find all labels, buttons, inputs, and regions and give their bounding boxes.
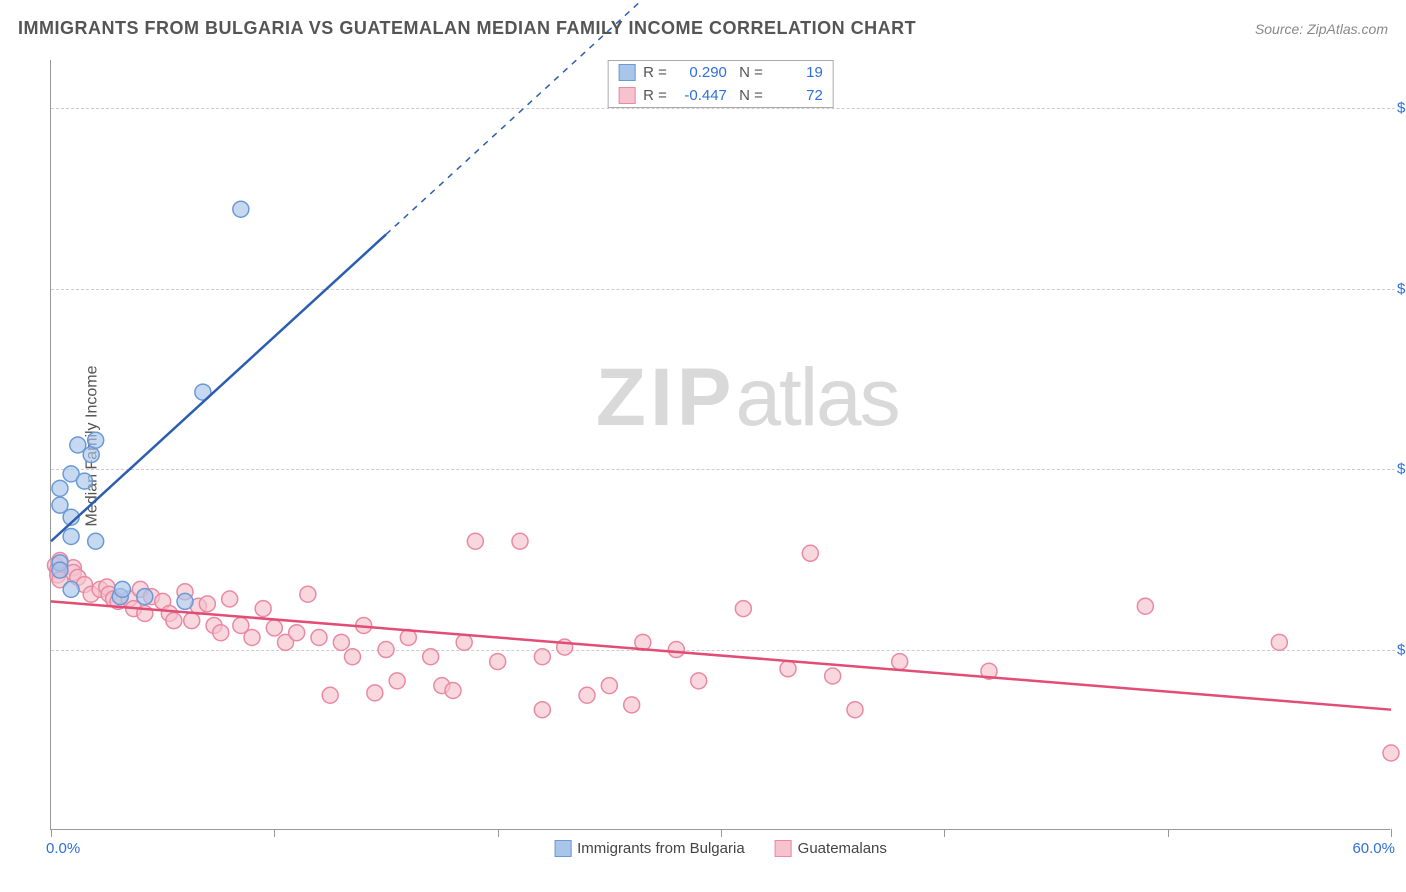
- data-point-guatemalans: [333, 634, 349, 650]
- data-point-guatemalans: [378, 642, 394, 658]
- y-tick-label: $150,000: [1395, 461, 1406, 478]
- legend-item-bulgaria: Immigrants from Bulgaria: [554, 840, 745, 857]
- data-point-guatemalans: [1137, 598, 1153, 614]
- data-point-bulgaria: [233, 201, 249, 217]
- y-tick-label: $225,000: [1395, 280, 1406, 297]
- data-point-guatemalans: [847, 702, 863, 718]
- data-point-bulgaria: [70, 437, 86, 453]
- data-point-guatemalans: [490, 654, 506, 670]
- data-point-guatemalans: [266, 620, 282, 636]
- data-point-guatemalans: [311, 630, 327, 646]
- swatch-guatemalans: [618, 87, 635, 104]
- data-point-guatemalans: [780, 661, 796, 677]
- y-tick-label: $75,000: [1395, 641, 1406, 658]
- plot-area: ZIPatlas R = 0.290 N = 19 R = -0.447 N =…: [50, 60, 1390, 830]
- data-point-bulgaria: [52, 562, 68, 578]
- data-point-guatemalans: [601, 678, 617, 694]
- legend-correlation-box: R = 0.290 N = 19 R = -0.447 N = 72: [607, 60, 834, 108]
- data-point-guatemalans: [624, 697, 640, 713]
- trendline-guatemalans: [51, 601, 1391, 709]
- data-point-guatemalans: [512, 533, 528, 549]
- data-point-guatemalans: [892, 654, 908, 670]
- data-point-bulgaria: [88, 533, 104, 549]
- legend-label-bulgaria: Immigrants from Bulgaria: [577, 840, 745, 857]
- data-point-guatemalans: [367, 685, 383, 701]
- n-value-bulgaria: 19: [771, 64, 823, 81]
- data-point-guatemalans: [289, 625, 305, 641]
- legend-row-guatemalans: R = -0.447 N = 72: [608, 84, 833, 107]
- data-point-guatemalans: [166, 613, 182, 629]
- plot-svg: [51, 60, 1390, 829]
- x-tick: [274, 829, 275, 837]
- data-point-guatemalans: [579, 687, 595, 703]
- data-point-bulgaria: [177, 593, 193, 609]
- data-point-guatemalans: [199, 596, 215, 612]
- data-point-guatemalans: [735, 601, 751, 617]
- swatch-guatemalans-icon: [775, 840, 792, 857]
- chart-title: IMMIGRANTS FROM BULGARIA VS GUATEMALAN M…: [18, 18, 916, 39]
- x-tick: [1391, 829, 1392, 837]
- data-point-guatemalans: [322, 687, 338, 703]
- data-point-guatemalans: [389, 673, 405, 689]
- data-point-bulgaria: [137, 589, 153, 605]
- data-point-guatemalans: [1383, 745, 1399, 761]
- data-point-guatemalans: [467, 533, 483, 549]
- swatch-bulgaria-icon: [554, 840, 571, 857]
- data-point-guatemalans: [691, 673, 707, 689]
- data-point-bulgaria: [63, 581, 79, 597]
- source-label: Source: ZipAtlas.com: [1255, 21, 1388, 37]
- trendline-bulgaria: [51, 234, 386, 541]
- data-point-guatemalans: [1271, 634, 1287, 650]
- data-point-guatemalans: [423, 649, 439, 665]
- data-point-guatemalans: [213, 625, 229, 641]
- title-bar: IMMIGRANTS FROM BULGARIA VS GUATEMALAN M…: [18, 18, 1388, 39]
- x-tick: [721, 829, 722, 837]
- data-point-guatemalans: [456, 634, 472, 650]
- data-point-bulgaria: [88, 432, 104, 448]
- r-value-bulgaria: 0.290: [675, 64, 727, 81]
- data-point-guatemalans: [255, 601, 271, 617]
- y-tick-label: $300,000: [1395, 100, 1406, 117]
- data-point-guatemalans: [825, 668, 841, 684]
- n-value-guatemalans: 72: [771, 87, 823, 104]
- x-tick: [498, 829, 499, 837]
- data-point-guatemalans: [244, 630, 260, 646]
- data-point-guatemalans: [222, 591, 238, 607]
- legend-label-guatemalans: Guatemalans: [798, 840, 887, 857]
- x-max-label: 60.0%: [1352, 840, 1395, 857]
- data-point-guatemalans: [534, 702, 550, 718]
- legend-series: Immigrants from Bulgaria Guatemalans: [554, 840, 887, 857]
- data-point-bulgaria: [83, 447, 99, 463]
- legend-item-guatemalans: Guatemalans: [775, 840, 887, 857]
- data-point-bulgaria: [52, 480, 68, 496]
- data-point-guatemalans: [802, 545, 818, 561]
- data-point-bulgaria: [77, 473, 93, 489]
- x-min-label: 0.0%: [46, 840, 80, 857]
- swatch-bulgaria: [618, 64, 635, 81]
- x-tick: [51, 829, 52, 837]
- data-point-guatemalans: [534, 649, 550, 665]
- data-point-guatemalans: [345, 649, 361, 665]
- data-point-guatemalans: [668, 642, 684, 658]
- r-value-guatemalans: -0.447: [675, 87, 727, 104]
- data-point-guatemalans: [300, 586, 316, 602]
- x-tick: [1168, 829, 1169, 837]
- data-point-guatemalans: [184, 613, 200, 629]
- data-point-bulgaria: [114, 581, 130, 597]
- x-tick: [944, 829, 945, 837]
- legend-row-bulgaria: R = 0.290 N = 19: [608, 61, 833, 84]
- data-point-bulgaria: [63, 528, 79, 544]
- data-point-guatemalans: [445, 682, 461, 698]
